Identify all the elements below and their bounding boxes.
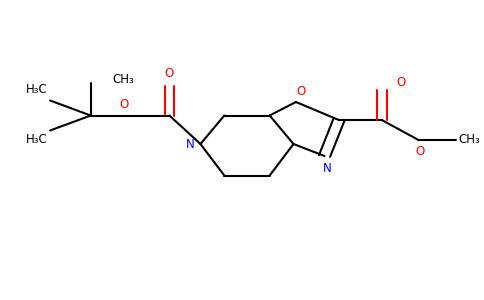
Text: O: O — [415, 145, 424, 158]
Text: O: O — [165, 67, 174, 80]
Text: H₃C: H₃C — [26, 83, 48, 97]
Text: CH₃: CH₃ — [458, 133, 480, 146]
Text: O: O — [296, 85, 305, 98]
Text: N: N — [186, 137, 195, 151]
Text: O: O — [120, 98, 129, 111]
Text: H₃C: H₃C — [26, 133, 48, 146]
Text: O: O — [396, 76, 406, 89]
Text: CH₃: CH₃ — [112, 73, 134, 86]
Text: N: N — [322, 161, 331, 175]
